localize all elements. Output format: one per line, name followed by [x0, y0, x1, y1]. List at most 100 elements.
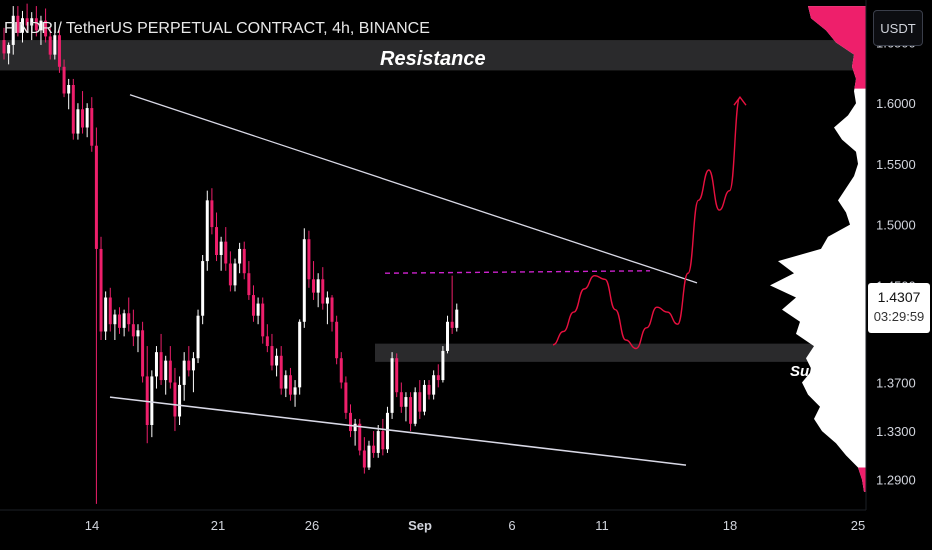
candle-body	[131, 324, 135, 337]
projection-layer	[552, 95, 747, 350]
support-label: Sup	[790, 363, 819, 380]
candle-body	[413, 392, 417, 424]
candle-body	[20, 18, 24, 33]
candle-body	[85, 108, 89, 128]
candle-body	[154, 352, 158, 377]
candle-body	[270, 346, 274, 366]
time-tick-label: 11	[595, 518, 609, 533]
candle-body	[191, 358, 195, 371]
price-tick-label: 1.6000	[876, 96, 916, 111]
candle-body	[422, 384, 426, 412]
candle-body	[293, 387, 297, 395]
candle-body	[11, 15, 15, 45]
candle-body	[261, 303, 265, 337]
candle-body	[367, 445, 371, 468]
time-tick-label: 26	[305, 518, 319, 533]
time-axis[interactable]: 14 21 26 Sep 6 11 18 25	[0, 509, 866, 533]
descending-trendline	[129, 94, 698, 284]
candlestick-series	[2, 3, 459, 504]
breakout-level-line	[384, 270, 651, 274]
candle-body	[215, 227, 219, 255]
candle-body	[242, 248, 246, 274]
price-tick-label: 1.5500	[876, 157, 916, 172]
candle-body	[127, 313, 131, 325]
last-price-value: 1.4307	[877, 289, 921, 305]
candle-body	[358, 423, 362, 451]
candle-body	[81, 109, 85, 128]
currency-button[interactable]: USDT	[873, 10, 923, 46]
candle-body	[224, 241, 228, 264]
candle-body	[30, 18, 34, 26]
candle-body	[94, 145, 98, 249]
resistance-zone	[0, 40, 866, 71]
candle-body	[279, 355, 283, 389]
candle-body	[284, 375, 288, 389]
candle-body	[344, 382, 348, 413]
time-tick-label: 6	[508, 518, 515, 533]
bar-countdown: 03:29:59	[873, 309, 925, 324]
trendlines	[109, 94, 698, 466]
candle-body	[99, 248, 103, 332]
time-tick-label: 14	[85, 518, 99, 533]
candle-body	[90, 108, 94, 146]
candle-body	[376, 431, 380, 453]
candle-body	[316, 279, 320, 293]
candle-body	[159, 352, 163, 381]
resistance-label: Resistance	[380, 48, 486, 70]
candle-body	[427, 384, 431, 395]
zone-layer	[0, 40, 866, 362]
candle-body	[173, 382, 177, 417]
candle-body	[385, 412, 389, 450]
candle-body	[381, 431, 385, 450]
candle-body	[53, 35, 57, 55]
candle-body	[353, 423, 357, 432]
candle-body	[390, 358, 394, 413]
candle-body	[182, 360, 186, 385]
candle-body	[196, 315, 200, 359]
candle-body	[312, 279, 316, 293]
candle-body	[168, 360, 172, 383]
candle-body	[113, 314, 117, 325]
candle-body	[247, 273, 251, 296]
last-price-tag: 1.4307 03:29:59	[868, 283, 930, 333]
candle-body	[418, 392, 422, 412]
candle-body	[265, 336, 269, 347]
volume-profile-upper	[808, 6, 866, 89]
candle-body	[238, 248, 242, 264]
candle-body	[455, 309, 459, 328]
volume-profile-shape	[770, 6, 866, 492]
candle-body	[25, 18, 29, 26]
candle-body	[104, 297, 108, 332]
candle-body	[187, 360, 191, 371]
time-tick-label: 25	[851, 518, 865, 533]
candle-body	[136, 330, 140, 337]
candle-body	[349, 412, 352, 432]
lower-trendline	[109, 396, 687, 466]
price-tick-label: 1.3300	[876, 424, 916, 439]
candle-body	[7, 44, 11, 54]
support-zone	[375, 343, 865, 362]
candle-body	[71, 85, 75, 134]
candle-body	[325, 297, 329, 304]
candle-body	[395, 358, 399, 393]
candle-body	[275, 355, 279, 366]
price-tick-label: 1.5000	[876, 218, 916, 233]
candle-body	[62, 66, 66, 94]
candle-body	[210, 200, 214, 228]
candle-body	[48, 36, 52, 55]
candle-body	[302, 239, 306, 322]
candle-body	[321, 279, 325, 304]
candle-body	[450, 321, 454, 328]
candle-body	[362, 450, 366, 468]
candle-body	[436, 375, 440, 381]
candle-body	[118, 314, 121, 328]
candle-body	[446, 321, 450, 351]
price-tick-label: 1.3700	[876, 376, 916, 391]
candle-body	[44, 20, 48, 37]
candle-body	[288, 375, 292, 395]
candle-body	[256, 303, 260, 316]
time-tick-label: Sep	[408, 518, 432, 533]
candle-body	[108, 297, 112, 325]
